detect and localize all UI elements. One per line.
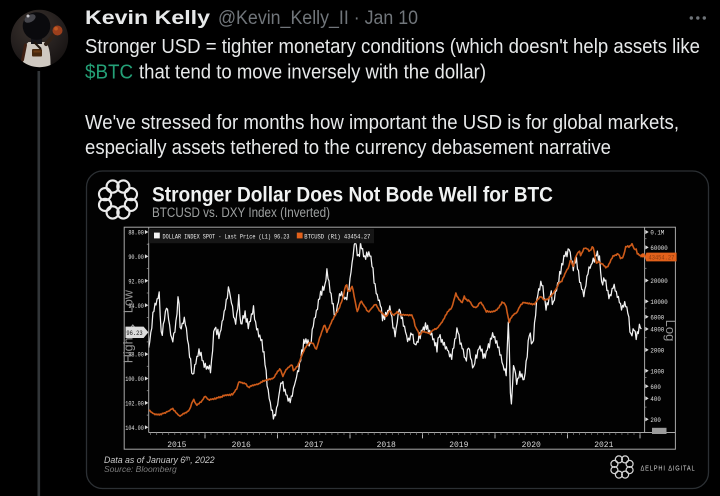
svg-text:$BTC: $BTC — [85, 61, 133, 83]
svg-text:@Kevin_Kelly_II · Jan 10: @Kevin_Kelly_II · Jan 10 — [218, 7, 418, 29]
svg-text:BTCUSD vs. DXY Index (Inverted: BTCUSD vs. DXY Index (Inverted) — [152, 205, 330, 220]
svg-text:100.00: 100.00 — [125, 375, 144, 383]
svg-text:2016: 2016 — [232, 441, 251, 450]
svg-text:90.00: 90.00 — [128, 253, 144, 261]
svg-text:94.00: 94.00 — [128, 302, 144, 310]
svg-text:especially assets tethered to: especially assets tethered to the curren… — [85, 137, 611, 159]
svg-text:that tend to move inversely wi: that tend to move inversely with the dol… — [139, 61, 486, 83]
svg-text:2019: 2019 — [449, 441, 468, 450]
svg-text:6000: 6000 — [650, 314, 664, 322]
svg-text:400: 400 — [650, 396, 661, 404]
svg-text:98.00: 98.00 — [128, 351, 144, 359]
svg-text:2015: 2015 — [167, 441, 186, 450]
svg-text:0.1M: 0.1M — [650, 229, 664, 237]
svg-text:96.23: 96.23 — [126, 329, 143, 337]
svg-text:104.00: 104.00 — [125, 424, 144, 432]
svg-text:2020: 2020 — [522, 441, 541, 450]
svg-text:200: 200 — [650, 417, 661, 425]
svg-text:Data as of January 6th, 2022: Data as of January 6th, 2022 — [104, 455, 215, 465]
svg-text:88.00: 88.00 — [128, 229, 144, 237]
svg-text:Stronger USD = tighter monetar: Stronger USD = tighter monetary conditio… — [85, 36, 700, 58]
svg-text:Source: Bloomberg: Source: Bloomberg — [104, 464, 177, 474]
svg-text:92.00: 92.00 — [128, 278, 144, 286]
svg-text:2018: 2018 — [377, 441, 396, 450]
svg-text:DOLLAR INDEX SPOT - Last Price: DOLLAR INDEX SPOT - Last Price (L1) 96.2… — [163, 234, 290, 242]
svg-text:600: 600 — [650, 383, 661, 391]
svg-text:43454.27: 43454.27 — [649, 254, 675, 261]
svg-text:ΔELPHI ΔIGITAL: ΔELPHI ΔIGITAL — [641, 463, 696, 472]
svg-text:1000: 1000 — [650, 368, 664, 376]
svg-text:We've stressed for months how: We've stressed for months how important … — [85, 112, 679, 134]
svg-text:Low: Low — [122, 289, 136, 313]
svg-text:102.00: 102.00 — [125, 400, 144, 408]
svg-text:Stronger Dollar Does Not Bode: Stronger Dollar Does Not Bode Well for B… — [152, 184, 553, 207]
svg-text:60000: 60000 — [650, 245, 668, 253]
svg-text:High: High — [122, 337, 136, 363]
svg-text:BTCUSD (R1) 43454.27: BTCUSD (R1) 43454.27 — [304, 234, 370, 242]
svg-text:2000: 2000 — [650, 347, 664, 355]
svg-text:10000: 10000 — [650, 299, 668, 307]
svg-text:Kevin Kelly: Kevin Kelly — [85, 7, 210, 29]
svg-text:20000: 20000 — [650, 278, 668, 286]
svg-text:2021: 2021 — [594, 441, 613, 450]
svg-text:Log: Log — [663, 320, 678, 342]
svg-text:4000: 4000 — [650, 326, 664, 334]
svg-text:2017: 2017 — [304, 441, 323, 450]
